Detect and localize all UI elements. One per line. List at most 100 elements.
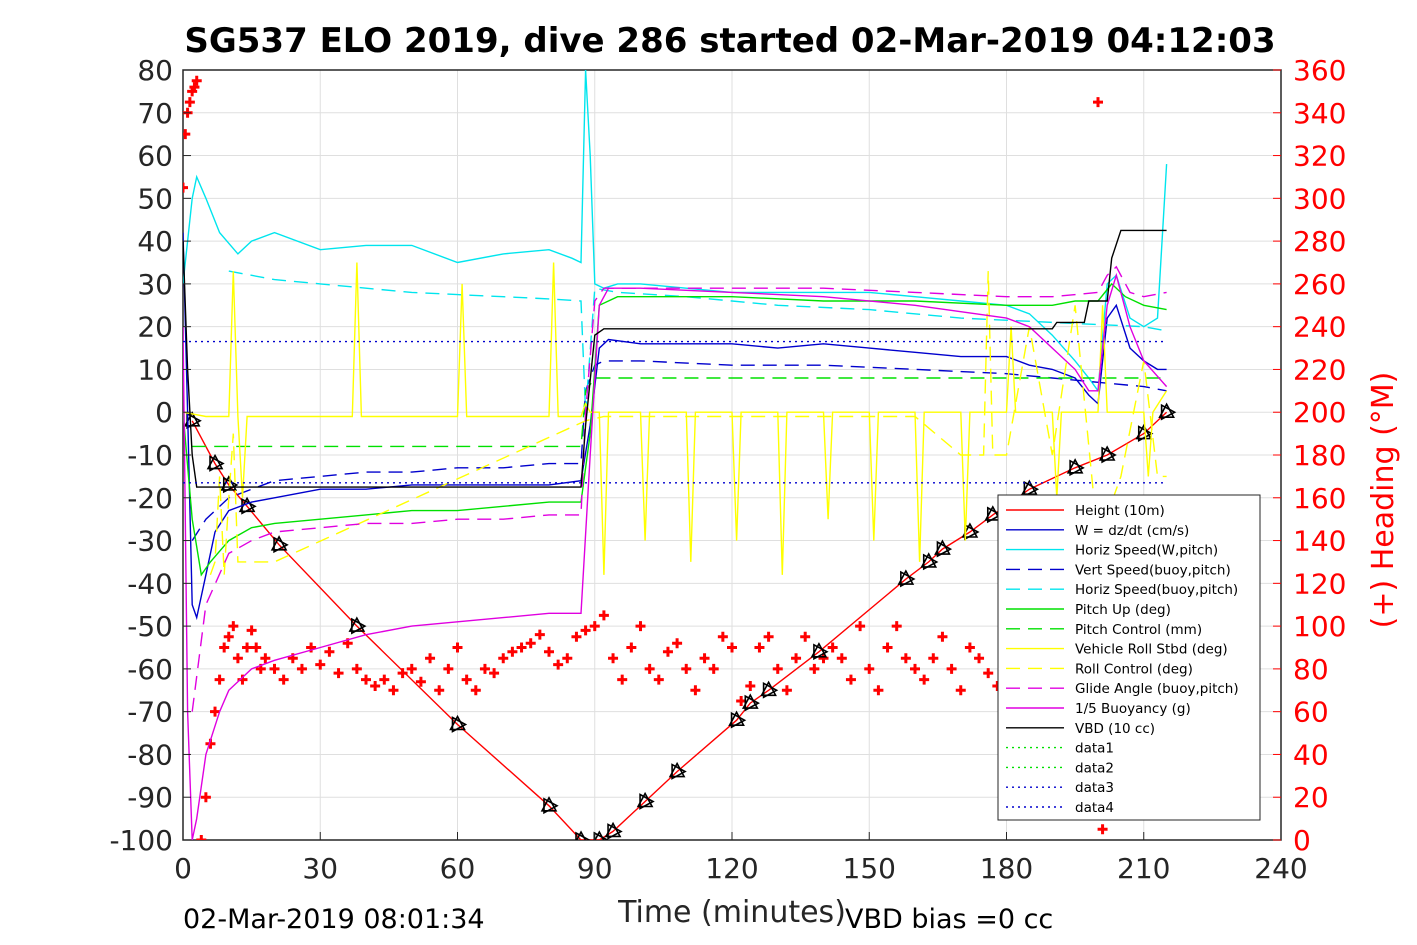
heading-point — [516, 642, 527, 653]
heading-point — [191, 75, 202, 86]
heading-point — [882, 642, 893, 653]
right-tick-label: 100 — [1293, 610, 1346, 643]
heading-point — [260, 653, 271, 664]
right-tick-label: 260 — [1293, 268, 1346, 301]
height-marker — [351, 617, 367, 635]
height-marker — [639, 793, 655, 810]
series-line — [183, 262, 1168, 575]
right-tick-label: 180 — [1293, 439, 1346, 472]
legend-entry-label: Vehicle Roll Stbd (deg) — [1075, 642, 1228, 658]
heading-point — [708, 663, 719, 674]
heading-point — [864, 663, 875, 674]
heading-point — [717, 631, 728, 642]
right-tick-label: 300 — [1293, 182, 1346, 215]
heading-point — [672, 638, 683, 649]
y-tick-label: -70 — [127, 696, 173, 729]
right-tick-label: 0 — [1293, 824, 1311, 857]
heading-point — [184, 97, 195, 108]
height-marker — [593, 831, 610, 840]
heading-point — [855, 621, 866, 632]
series-line — [183, 232, 1167, 621]
heading-point — [763, 631, 774, 642]
height-marker — [594, 830, 605, 840]
legend: Height (10m) W = dz/dt (cm/s) Horiz Speed(… — [997, 494, 1261, 821]
right-tick-label: 80 — [1293, 653, 1329, 686]
heading-point — [470, 685, 481, 696]
heading-point — [443, 663, 454, 674]
legend-entry-label: data3 — [1075, 780, 1114, 796]
heading-point — [214, 674, 225, 685]
heading-point — [324, 646, 335, 657]
heading-point — [836, 653, 847, 664]
heading-point — [736, 695, 747, 706]
heading-point — [534, 629, 545, 640]
heading-point — [489, 668, 500, 679]
heading-point — [873, 685, 884, 696]
heading-point — [891, 621, 902, 632]
height-marker — [1160, 403, 1177, 421]
heading-point — [228, 621, 239, 632]
heading-point — [937, 631, 948, 642]
legend-entry-label: 1/5 Buoyancy (g) — [1075, 701, 1191, 717]
heading-point — [571, 631, 582, 642]
heading-point — [681, 663, 692, 674]
height-marker — [922, 553, 939, 571]
heading-point — [183, 129, 191, 140]
height-marker — [671, 763, 687, 780]
legend-items: Height (10m) W = dz/dt (cm/s) Horiz Speed(… — [1006, 503, 1239, 816]
heading-point — [232, 653, 243, 664]
y-tick-label: 60 — [137, 140, 173, 173]
y-tick-label: -100 — [109, 824, 173, 857]
heading-point — [608, 653, 619, 664]
heading-point — [210, 706, 221, 717]
heading-point — [644, 663, 655, 674]
heading-point — [406, 663, 417, 674]
height-marker — [1101, 446, 1117, 464]
right-tick-label: 140 — [1293, 525, 1346, 558]
height-marker — [451, 716, 468, 733]
heading-point — [544, 646, 554, 657]
heading-point — [900, 653, 911, 664]
heading-point — [251, 642, 262, 653]
heading-point — [974, 653, 985, 664]
heading-point — [635, 621, 646, 632]
heading-point — [278, 674, 289, 685]
heading-point — [955, 685, 966, 696]
height-marker — [762, 681, 779, 699]
x-tick-label: 90 — [577, 852, 613, 885]
y-tick-label: 80 — [137, 54, 173, 87]
x-tick-label: 120 — [705, 852, 758, 885]
height-marker — [1069, 459, 1085, 477]
x-tick-label: 240 — [1254, 852, 1307, 885]
series-line — [183, 282, 1167, 577]
legend-entry-label: Glide Angle (buoy,pitch) — [1075, 681, 1239, 697]
y-tick-label: -10 — [127, 439, 173, 472]
heading-point — [351, 663, 362, 674]
legend-entry-label: Pitch Control (mm) — [1075, 622, 1202, 638]
heading-point — [296, 663, 307, 674]
y-tick-label: -90 — [127, 781, 173, 814]
y-tick-label: -80 — [127, 738, 173, 771]
heading-point — [983, 668, 994, 679]
legend-entry-label: data4 — [1075, 800, 1114, 816]
series-line — [183, 70, 1168, 393]
legend-entry-label: Pitch Up (deg) — [1075, 602, 1171, 618]
heading-point — [461, 674, 472, 685]
y-tick-label: 40 — [137, 225, 173, 258]
right-tick-label: 240 — [1293, 311, 1346, 344]
heading-point — [791, 653, 802, 664]
chart-title: SG537 ELO 2019, dive 286 started 02-Mar-… — [184, 21, 1275, 61]
heading-point — [919, 674, 930, 685]
legend-entry-label: data2 — [1075, 760, 1114, 776]
footer-vbd-bias: VBD bias =0 cc — [845, 904, 1053, 935]
heading-point — [946, 663, 957, 674]
right-tick-label: 20 — [1293, 781, 1329, 814]
heading-point — [662, 646, 673, 657]
series-line — [191, 265, 1167, 712]
y-tick-label: 70 — [137, 97, 173, 130]
heading-point — [580, 625, 591, 636]
heading-point — [219, 642, 230, 653]
series-layer — [183, 70, 1177, 840]
legend-box — [997, 494, 1261, 821]
